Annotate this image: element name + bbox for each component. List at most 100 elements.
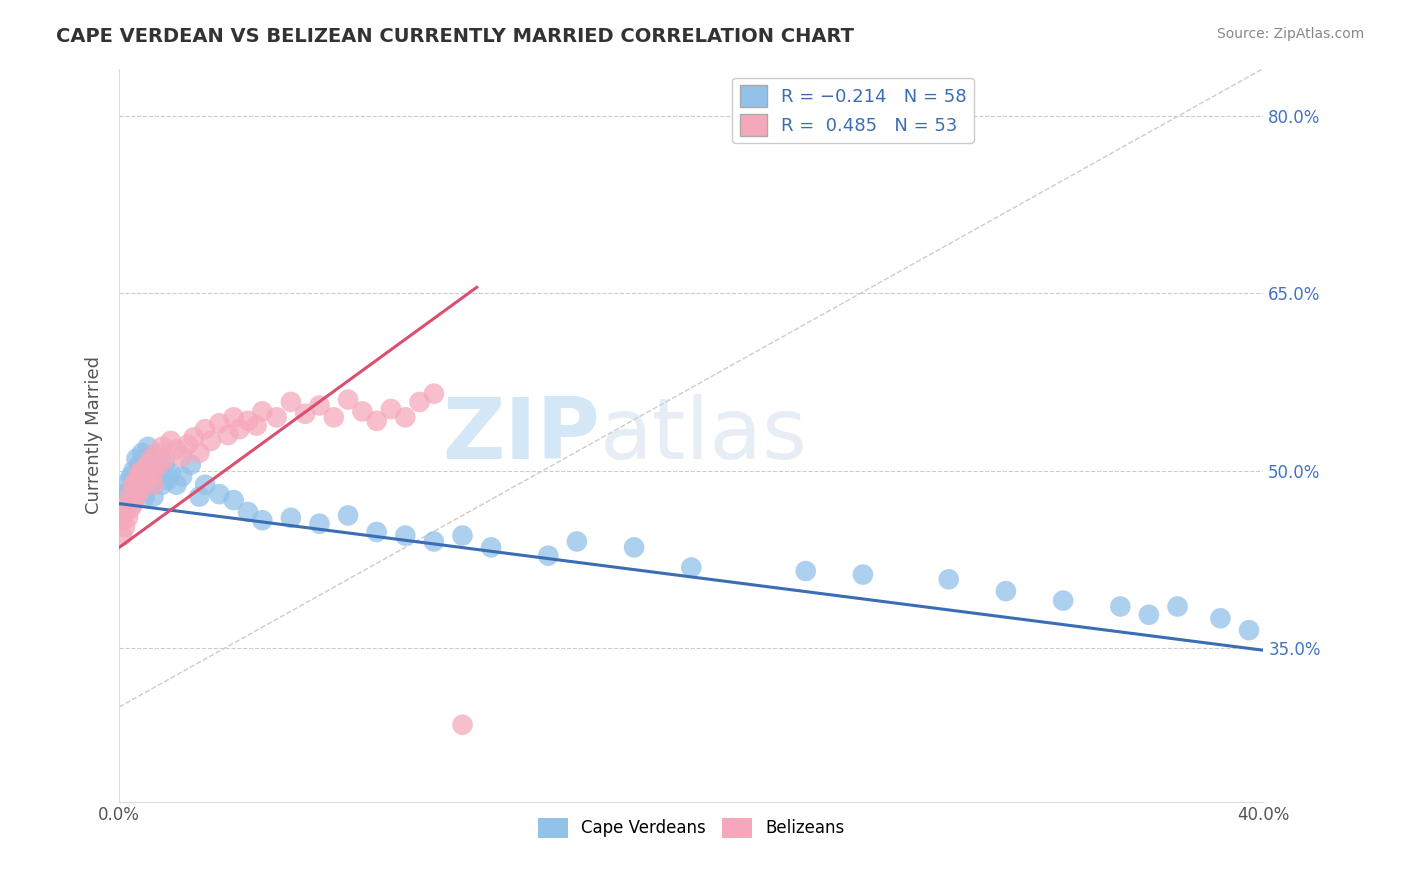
Point: [128, 458, 150, 472]
Point: [139, 450, 162, 464]
Point: [1237, 623, 1260, 637]
Point: [537, 549, 560, 563]
Point: [352, 404, 374, 418]
Point: [366, 414, 388, 428]
Point: [159, 434, 181, 448]
Point: [236, 505, 259, 519]
Point: [1109, 599, 1132, 614]
Point: [188, 490, 211, 504]
Point: [150, 440, 173, 454]
Point: [394, 528, 416, 542]
Point: [228, 422, 250, 436]
Point: [153, 451, 176, 466]
Point: [128, 477, 150, 491]
Point: [150, 477, 173, 491]
Point: [136, 466, 159, 480]
Point: [852, 567, 875, 582]
Point: [451, 717, 474, 731]
Point: [208, 416, 231, 430]
Text: Source: ZipAtlas.com: Source: ZipAtlas.com: [1216, 27, 1364, 41]
Point: [136, 473, 159, 487]
Point: [111, 513, 134, 527]
Point: [280, 395, 302, 409]
Point: [380, 402, 402, 417]
Point: [308, 399, 330, 413]
Point: [125, 451, 148, 466]
Point: [114, 490, 136, 504]
Point: [117, 484, 139, 499]
Point: [136, 440, 159, 454]
Point: [222, 410, 245, 425]
Point: [136, 458, 159, 472]
Point: [172, 450, 194, 464]
Point: [252, 513, 274, 527]
Point: [322, 410, 344, 425]
Point: [1137, 607, 1160, 622]
Point: [131, 463, 153, 477]
Point: [166, 477, 188, 491]
Point: [148, 469, 170, 483]
Point: [423, 534, 446, 549]
Text: atlas: atlas: [600, 393, 808, 476]
Point: [139, 451, 162, 466]
Point: [172, 469, 194, 483]
Point: [145, 446, 167, 460]
Point: [142, 466, 165, 480]
Point: [111, 528, 134, 542]
Point: [117, 475, 139, 490]
Point: [280, 511, 302, 525]
Point: [122, 481, 145, 495]
Point: [122, 477, 145, 491]
Point: [148, 458, 170, 472]
Point: [252, 404, 274, 418]
Point: [623, 541, 645, 555]
Point: [122, 497, 145, 511]
Point: [134, 469, 156, 483]
Point: [125, 473, 148, 487]
Point: [139, 477, 162, 491]
Point: [681, 560, 703, 574]
Point: [188, 446, 211, 460]
Point: [794, 564, 817, 578]
Point: [565, 534, 588, 549]
Point: [177, 437, 200, 451]
Point: [120, 487, 142, 501]
Point: [337, 508, 360, 523]
Point: [125, 473, 148, 487]
Point: [217, 428, 239, 442]
Point: [408, 395, 430, 409]
Point: [994, 584, 1017, 599]
Point: [128, 466, 150, 480]
Point: [117, 497, 139, 511]
Y-axis label: Currently Married: Currently Married: [86, 356, 103, 514]
Point: [308, 516, 330, 531]
Point: [145, 451, 167, 466]
Point: [142, 477, 165, 491]
Point: [120, 493, 142, 508]
Point: [938, 572, 960, 586]
Point: [125, 490, 148, 504]
Point: [114, 520, 136, 534]
Point: [156, 473, 179, 487]
Point: [479, 541, 502, 555]
Point: [1167, 599, 1189, 614]
Point: [142, 490, 165, 504]
Point: [200, 434, 222, 448]
Text: CAPE VERDEAN VS BELIZEAN CURRENTLY MARRIED CORRELATION CHART: CAPE VERDEAN VS BELIZEAN CURRENTLY MARRI…: [56, 27, 855, 45]
Point: [245, 418, 267, 433]
Point: [423, 386, 446, 401]
Point: [180, 458, 202, 472]
Point: [208, 487, 231, 501]
Point: [142, 458, 165, 472]
Point: [222, 493, 245, 508]
Point: [337, 392, 360, 407]
Point: [134, 454, 156, 468]
Point: [117, 511, 139, 525]
Point: [236, 414, 259, 428]
Point: [120, 469, 142, 483]
Legend: Cape Verdeans, Belizeans: Cape Verdeans, Belizeans: [531, 811, 852, 845]
Point: [153, 458, 176, 472]
Point: [266, 410, 288, 425]
Point: [120, 501, 142, 516]
Point: [128, 484, 150, 499]
